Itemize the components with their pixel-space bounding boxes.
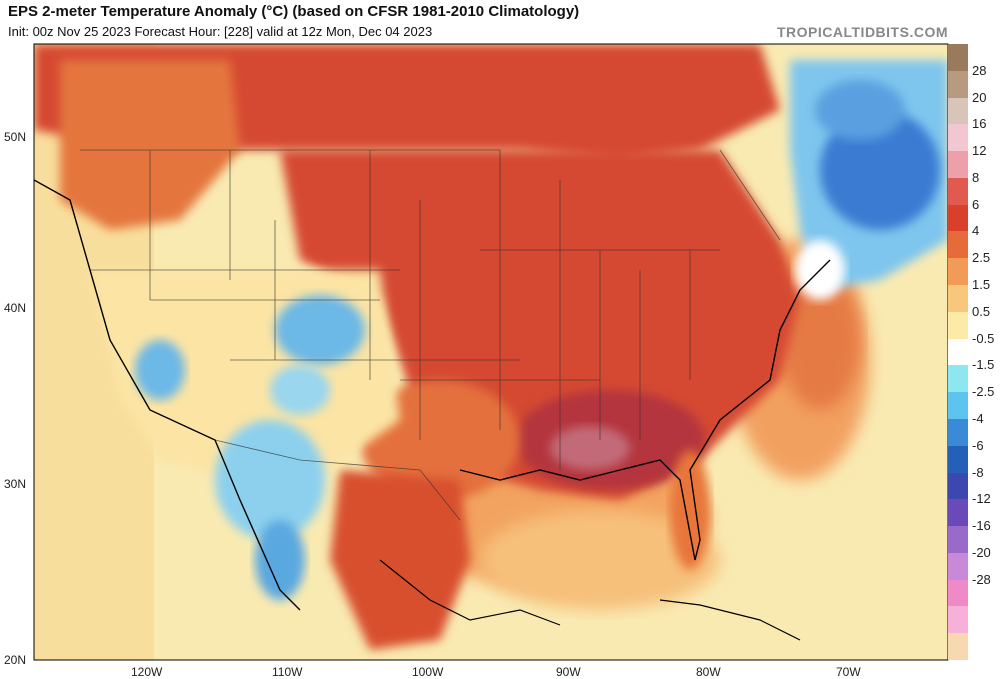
colorbar-segment — [948, 97, 968, 125]
colorbar-segment — [948, 204, 968, 232]
colorbar-label: -8 — [972, 464, 984, 480]
lon-label-110w: 110W — [272, 665, 303, 679]
lon-label-120w: 120W — [131, 665, 163, 679]
colorbar-segment — [948, 231, 968, 259]
colorbar-segment — [948, 124, 968, 152]
lon-label-100w: 100W — [412, 665, 444, 679]
colorbar-segment — [948, 418, 968, 447]
colorbar-segment — [948, 579, 968, 607]
colorbar-label: -4 — [972, 410, 984, 426]
colorbar-segment — [948, 633, 968, 661]
site-credit: TROPICALTIDBITS.COM — [776, 24, 948, 40]
colorbar-label: -6 — [972, 437, 984, 453]
colorbar-segment — [948, 472, 968, 500]
colorbar-segment — [948, 552, 968, 581]
colorbar-label: -20 — [972, 544, 991, 560]
colorbar-label: -1.5 — [972, 357, 995, 373]
lat-label-30n: 30N — [4, 477, 26, 491]
lat-label-20n: 20N — [4, 653, 26, 667]
colorbar-label: 8 — [972, 169, 980, 185]
colorbar-label: 2.5 — [972, 250, 991, 266]
colorbar-segment — [948, 311, 968, 340]
longitude-axis: 120W 110W 100W 90W 80W 70W — [131, 665, 861, 679]
colorbar-label: 16 — [972, 116, 987, 132]
lon-label-90w: 90W — [556, 665, 581, 679]
lon-label-70w: 70W — [836, 665, 861, 679]
colorbar-segment — [948, 606, 968, 634]
colorbar-segment — [948, 499, 968, 527]
colorbar-label: 0.5 — [972, 303, 991, 319]
lon-label-80w: 80W — [696, 665, 721, 679]
map-title: EPS 2-meter Temperature Anomaly (°C) (ba… — [8, 3, 580, 20]
colorbar-label: -12 — [972, 491, 991, 507]
colorbar-label: -16 — [972, 518, 991, 534]
colorbar-label: 4 — [972, 223, 980, 239]
colorbar-label: 6 — [972, 196, 980, 212]
colorbar-label: -2.5 — [972, 384, 995, 400]
colorbar-label: 28 — [972, 62, 987, 78]
lat-label-50n: 50N — [4, 130, 26, 144]
colorbar-segment — [948, 177, 968, 206]
colorbar-segment — [948, 338, 968, 366]
colorbar — [948, 44, 968, 661]
lat-label-40n: 40N — [4, 301, 26, 315]
colorbar-segment — [948, 526, 968, 554]
colorbar-label: 1.5 — [972, 277, 991, 293]
colorbar-label: -28 — [972, 571, 991, 587]
colorbar-segment — [948, 70, 968, 99]
colorbar-label: 20 — [972, 89, 987, 105]
colorbar-segment — [948, 285, 968, 313]
colorbar-label: -0.5 — [972, 330, 995, 346]
colorbar-segment — [948, 445, 968, 474]
colorbar-segment — [948, 151, 968, 179]
colorbar-segment — [948, 44, 968, 72]
colorbar-segment — [948, 392, 968, 420]
colorbar-label: 12 — [972, 143, 987, 159]
colorbar-segment — [948, 258, 968, 286]
forecast-info: Init: 00z Nov 25 2023 Forecast Hour: [22… — [8, 24, 433, 39]
latitude-axis: 50N 40N 30N 20N — [4, 130, 26, 667]
colorbar-segment — [948, 365, 968, 393]
